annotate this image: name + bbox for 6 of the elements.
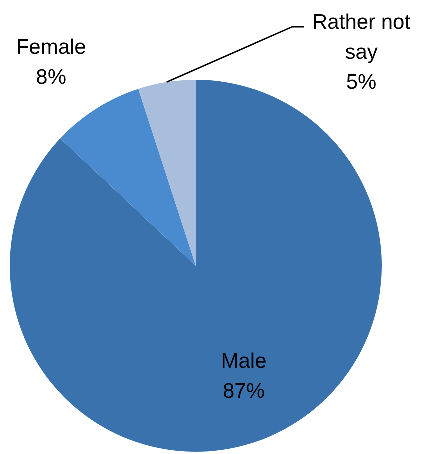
- data-label: 8%: [36, 66, 67, 90]
- slice-label: Female: [16, 36, 86, 60]
- data-label: 87%: [223, 380, 266, 403]
- slice-label: Rather not say: [312, 10, 411, 64]
- data-label: 5%: [346, 70, 377, 94]
- slice-label: Male: [221, 350, 267, 373]
